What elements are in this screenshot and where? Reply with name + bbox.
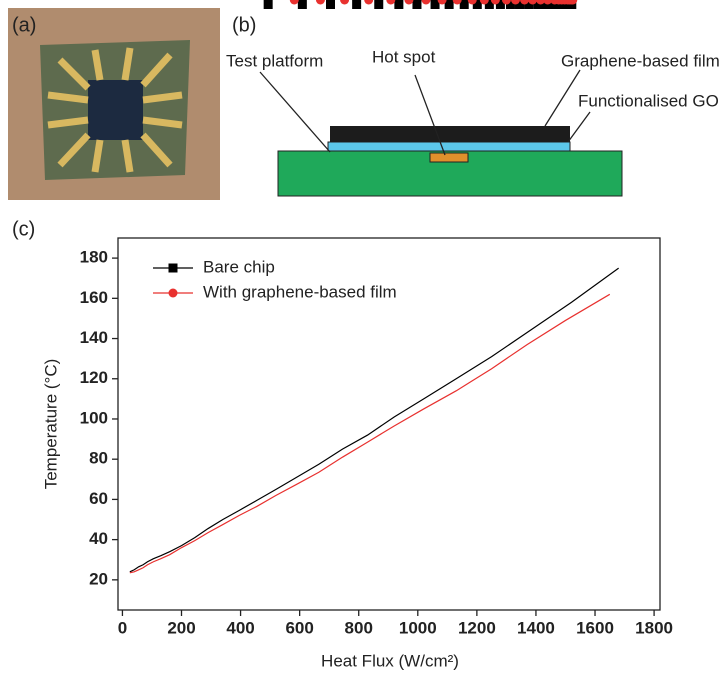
panel-label: (a) (12, 14, 36, 36)
y-tick-label: 100 (80, 408, 108, 427)
series-line (129, 267, 619, 573)
marker (543, 0, 553, 5)
y-axis-label: Temperature (°C) (41, 359, 60, 490)
marker (490, 0, 500, 5)
plot-frame (117, 237, 661, 611)
marker (421, 0, 431, 5)
marker (352, 0, 362, 9)
marker (340, 0, 350, 5)
x-tick-label: 1000 (399, 618, 437, 637)
marker (467, 0, 477, 5)
x-axis-label: Heat Flux (W/cm²) (321, 651, 459, 670)
marker (479, 0, 489, 5)
marker (524, 0, 534, 9)
legend-marker (168, 288, 178, 298)
diagram-label: Test platform (226, 51, 323, 70)
marker (515, 0, 525, 9)
legend-label: Bare chip (203, 257, 275, 276)
marker (289, 0, 299, 5)
marker (430, 0, 440, 9)
x-tick-label: 800 (345, 618, 373, 637)
marker (325, 0, 335, 9)
marker (501, 0, 511, 5)
marker (394, 0, 404, 9)
marker (472, 0, 482, 9)
legend-label: With graphene-based film (203, 282, 397, 301)
y-tick-label: 80 (89, 449, 108, 468)
series-line (129, 293, 611, 574)
y-tick-label: 60 (89, 489, 108, 508)
x-tick-label: 600 (285, 618, 313, 637)
marker (263, 0, 273, 9)
marker (459, 0, 469, 9)
marker (528, 0, 538, 5)
marker (495, 0, 505, 9)
diagram-label: Hot spot (372, 47, 436, 66)
legend-marker (168, 263, 178, 273)
marker (550, 0, 560, 5)
marker (533, 0, 543, 9)
marker (520, 0, 530, 5)
y-tick-label: 120 (80, 368, 108, 387)
diagram-label: Graphene-based film (561, 51, 720, 70)
marker (374, 0, 384, 9)
diagram-label: Functionalised GO (578, 91, 719, 110)
cross-section (259, 69, 623, 197)
x-tick-label: 400 (226, 618, 254, 637)
y-tick-label: 180 (80, 248, 108, 267)
marker (547, 0, 557, 9)
marker (536, 0, 546, 5)
marker (505, 0, 515, 9)
marker (386, 0, 396, 5)
panel-label: (c) (12, 218, 35, 240)
chip-photo (8, 8, 220, 200)
marker (452, 0, 462, 5)
marker (510, 0, 520, 5)
y-tick-label: 40 (89, 529, 108, 548)
x-tick-label: 1400 (517, 618, 555, 637)
marker (297, 0, 307, 9)
y-tick-label: 20 (89, 569, 108, 588)
x-tick-label: 1800 (635, 618, 673, 637)
marker (315, 0, 325, 5)
marker (444, 0, 454, 9)
panel-label: (b) (232, 14, 256, 36)
y-tick-label: 160 (80, 288, 108, 307)
x-tick-label: 0 (118, 618, 127, 637)
marker (541, 0, 551, 9)
marker (484, 0, 494, 9)
x-tick-label: 1600 (576, 618, 614, 637)
marker (437, 0, 447, 5)
x-tick-label: 1200 (458, 618, 496, 637)
marker (404, 0, 414, 5)
x-tick-label: 200 (167, 618, 195, 637)
y-tick-label: 140 (80, 328, 108, 347)
marker (412, 0, 422, 9)
marker (364, 0, 374, 5)
